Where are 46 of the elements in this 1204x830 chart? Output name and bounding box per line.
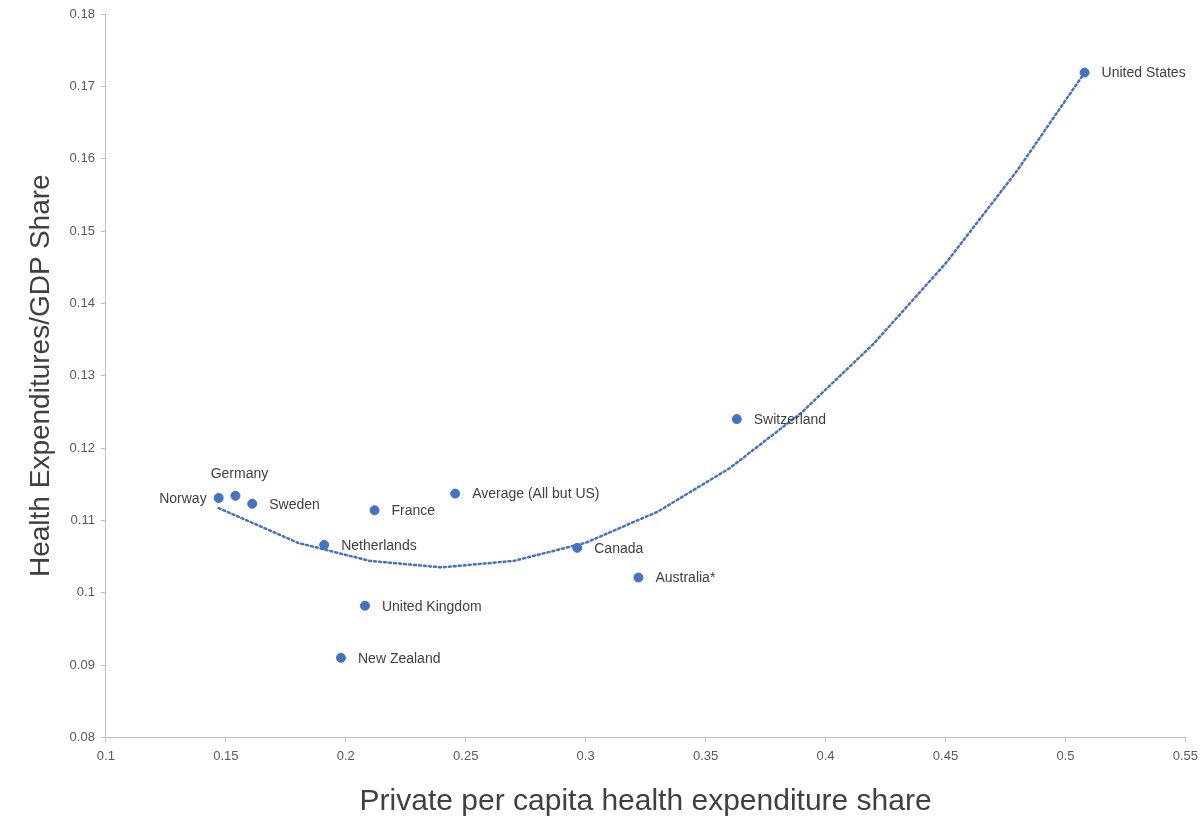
x-tick-label: 0.4 — [816, 747, 835, 763]
annotation: Norway — [159, 489, 207, 506]
y-tick-label: 0.09 — [69, 656, 95, 672]
annotation: Netherlands — [341, 536, 417, 553]
x-tick-label: 0.1 — [96, 747, 115, 763]
y-tick-label: 0.11 — [70, 511, 95, 527]
point — [213, 492, 224, 503]
point — [369, 505, 380, 516]
point — [247, 498, 258, 509]
x-tick-label: 0.35 — [692, 747, 719, 763]
x-tick-label: 0.2 — [336, 747, 355, 763]
annotation: Canada — [594, 539, 644, 556]
point — [731, 414, 742, 425]
annotation: New Zealand — [357, 649, 441, 666]
point — [359, 600, 370, 611]
x-tick-label: 0.25 — [453, 747, 479, 763]
y-tick-label: 0.16 — [69, 150, 95, 166]
annotation: Germany — [210, 464, 269, 481]
point — [572, 542, 583, 553]
y-tick-label: 0.18 — [69, 5, 95, 21]
point — [319, 539, 330, 550]
annotation: United States — [1101, 64, 1186, 81]
annotation: Average (All but US) — [472, 485, 600, 502]
x-axis-title: Private per capita health expenditure share — [359, 783, 932, 817]
y-tick-label: 0.15 — [69, 222, 95, 238]
point — [450, 488, 461, 499]
y-axis-title: Health Expenditures/GDP Share — [23, 174, 55, 577]
y-tick-label: 0.1 — [76, 584, 95, 600]
x-tick-label: 0.55 — [1172, 747, 1199, 763]
annotation: United Kingdom — [381, 597, 482, 614]
x-tick-label: 0.15 — [213, 747, 239, 763]
y-tick-label: 0.14 — [69, 294, 95, 310]
y-tick-label: 0.12 — [69, 439, 95, 455]
point — [1079, 67, 1090, 78]
y-tick-label: 0.13 — [69, 367, 95, 383]
x-tick-label: 0.45 — [932, 747, 959, 763]
x-tick-label: 0.3 — [576, 747, 595, 763]
annotation: Australia* — [655, 569, 716, 586]
x-tick-label: 0.5 — [1056, 747, 1075, 763]
point — [230, 490, 241, 501]
annotation: Sweden — [269, 495, 320, 512]
point — [335, 652, 346, 663]
point — [633, 572, 644, 583]
y-tick-label: 0.17 — [69, 77, 95, 93]
y-tick-label: 0.08 — [69, 728, 95, 744]
annotation: France — [391, 502, 436, 519]
